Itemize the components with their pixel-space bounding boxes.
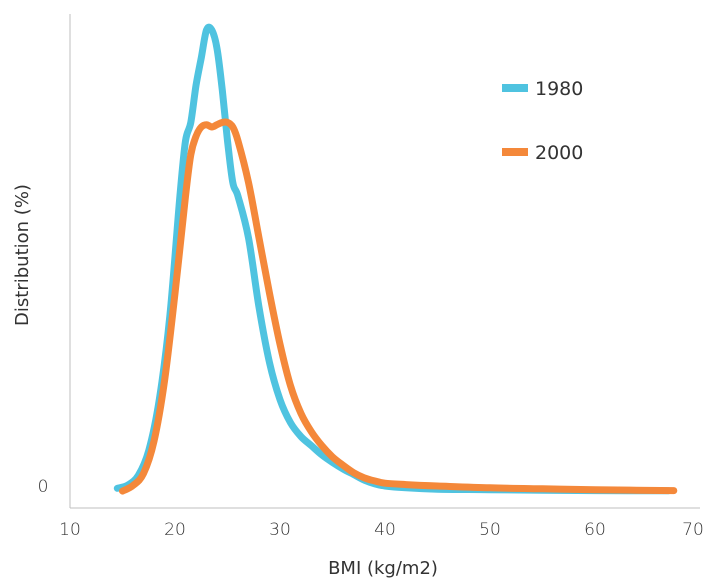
x-tick-label: 10 bbox=[59, 520, 81, 540]
legend-label-1980: 1980 bbox=[535, 78, 583, 100]
y-axis-title: Distribution (%) bbox=[12, 184, 33, 326]
series-line-1980 bbox=[113, 23, 672, 495]
x-tick-label: 40 bbox=[374, 520, 396, 540]
x-tick-label: 70 bbox=[682, 520, 704, 540]
y-tick-labels: 0 bbox=[38, 477, 49, 497]
legend-label-2000: 2000 bbox=[535, 142, 583, 164]
axes bbox=[69, 14, 700, 509]
y-tick-label: 0 bbox=[38, 477, 49, 497]
x-tick-label: 50 bbox=[479, 520, 501, 540]
x-tick-label: 30 bbox=[269, 520, 291, 540]
series-layer bbox=[113, 23, 678, 495]
legend: 1980 2000 bbox=[502, 78, 583, 164]
x-tick-label: 60 bbox=[584, 520, 606, 540]
x-axis-title: BMI (kg/m2) bbox=[328, 558, 438, 579]
x-tick-label: 20 bbox=[164, 520, 186, 540]
x-tick-labels: 10 20 30 40 50 60 70 bbox=[59, 520, 704, 540]
series-line-2000 bbox=[119, 118, 678, 495]
